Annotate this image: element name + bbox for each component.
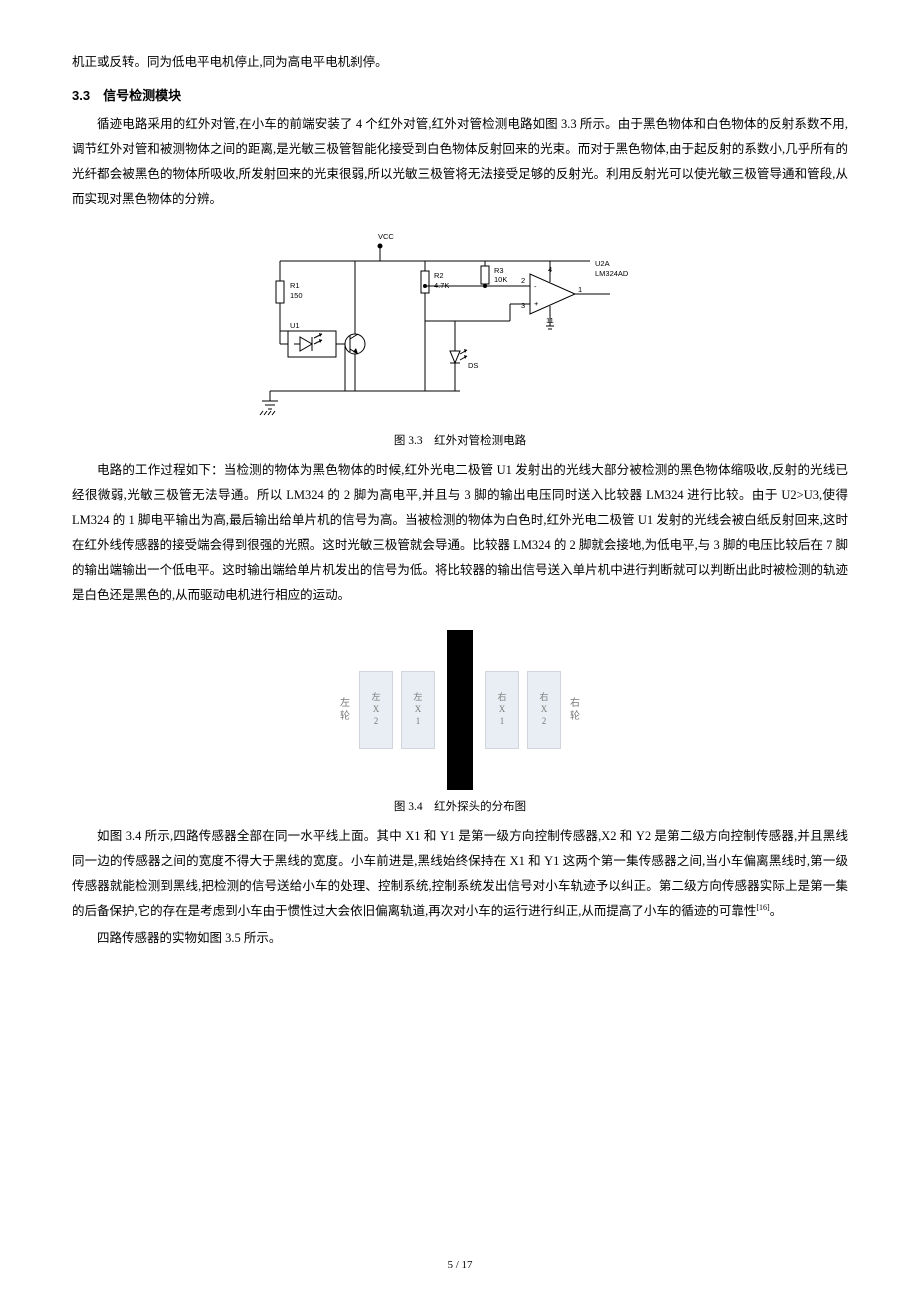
circuit-diagram-svg: VCC R1 150 U1 (250, 226, 670, 426)
figure-3-3: VCC R1 150 U1 (72, 226, 848, 426)
svg-text:2: 2 (521, 276, 525, 285)
svg-text:+: + (534, 299, 539, 308)
sensor-layout-diagram: 左 轮 左 X 2 左 X 1 右 X 1 右 X 2 右 轮 (335, 630, 585, 790)
citation-ref-16: [16] (756, 903, 769, 912)
black-line-strip (447, 630, 473, 790)
paragraph-2: 电路的工作过程如下：当检测的物体为黑色物体的时候,红外光电二极管 U1 发射出的… (72, 458, 848, 608)
svg-text:U1: U1 (290, 321, 300, 330)
figure-3-4: 左 轮 左 X 2 左 X 1 右 X 1 右 X 2 右 轮 (72, 622, 848, 792)
paragraph-3-tail: 。 (770, 904, 783, 918)
section-heading: 3.3 信号检测模块 (72, 85, 848, 104)
figure-3-4-caption: 图 3.4 红外探头的分布图 (72, 798, 848, 814)
paragraph-3: 如图 3.4 所示,四路传感器全部在同一水平线上面。其中 X1 和 Y1 是第一… (72, 824, 848, 924)
svg-text:U2A: U2A (595, 259, 610, 268)
paragraph-4: 四路传感器的实物如图 3.5 所示。 (72, 926, 848, 951)
svg-text:VCC: VCC (378, 232, 394, 241)
continuation-text: 机正或反转。同为低电平电机停止,同为高电平电机刹停。 (72, 50, 848, 75)
svg-text:R1: R1 (290, 281, 300, 290)
sensor-left-x2: 左 X 2 (359, 671, 393, 749)
svg-text:-: - (534, 282, 537, 291)
svg-text:R2: R2 (434, 271, 444, 280)
section-title-text: 信号检测模块 (103, 88, 181, 103)
svg-text:10K: 10K (494, 275, 507, 284)
page-footer: 5 / 17 (0, 1259, 920, 1271)
right-wheel-label: 右 轮 (565, 697, 585, 723)
svg-text:150: 150 (290, 291, 303, 300)
paragraph-3-text: 如图 3.4 所示,四路传感器全部在同一水平线上面。其中 X1 和 Y1 是第一… (72, 829, 848, 918)
svg-text:3: 3 (521, 301, 525, 310)
sensor-right-x2: 右 X 2 (527, 671, 561, 749)
section-number: 3.3 (72, 88, 90, 103)
left-wheel-label: 左 轮 (335, 697, 355, 723)
svg-text:DS: DS (468, 361, 478, 370)
svg-text:LM324AD: LM324AD (595, 269, 629, 278)
svg-text:R3: R3 (494, 266, 504, 275)
sensor-left-x1: 左 X 1 (401, 671, 435, 749)
paragraph-1: 循迹电路采用的红外对管,在小车的前端安装了 4 个红外对管,红外对管检测电路如图… (72, 112, 848, 212)
sensor-right-x1: 右 X 1 (485, 671, 519, 749)
figure-3-3-caption: 图 3.3 红外对管检测电路 (72, 432, 848, 448)
svg-text:1: 1 (578, 285, 582, 294)
